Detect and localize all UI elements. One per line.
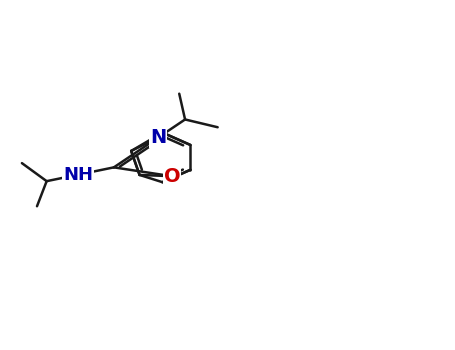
Text: O: O bbox=[163, 167, 180, 186]
Text: NH: NH bbox=[63, 166, 93, 184]
Text: N: N bbox=[150, 128, 167, 147]
